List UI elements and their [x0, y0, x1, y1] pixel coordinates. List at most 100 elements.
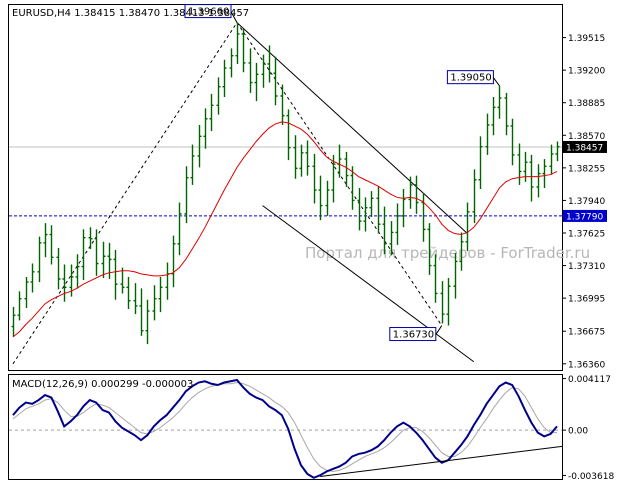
price-bar	[536, 164, 541, 198]
y-axis-label: 1.36675	[568, 328, 605, 338]
price-bar	[312, 153, 317, 204]
price-bar	[357, 188, 362, 231]
price-bar	[197, 124, 202, 168]
price-bar	[75, 254, 80, 289]
price-bar	[229, 48, 234, 78]
price-bar	[184, 166, 189, 224]
price-annotation-leader	[230, 11, 238, 23]
macd-axis-label: 0.00	[568, 427, 588, 437]
price-bar	[209, 93, 214, 132]
price-bar	[446, 277, 451, 326]
price-bar	[30, 263, 35, 293]
price-bar	[465, 202, 470, 252]
price-bar	[427, 223, 432, 275]
price-annotation-label: 1.39050	[450, 73, 491, 84]
main-chart-frame	[8, 4, 563, 371]
price-bar	[94, 229, 99, 276]
moving-average-line	[12, 121, 558, 338]
price-bar	[171, 235, 176, 288]
price-bar	[177, 202, 182, 256]
price-bar	[555, 141, 560, 162]
price-bar	[350, 166, 355, 210]
price-bar	[440, 281, 445, 324]
price-bar	[11, 306, 16, 337]
y-axis-label: 1.36995	[568, 295, 605, 305]
macd-main-line	[12, 378, 558, 479]
support-level-label: 1.37790	[566, 212, 603, 222]
price-bar	[286, 109, 291, 161]
price-bar	[113, 250, 118, 300]
price-annotation-label: 1.36730	[393, 330, 434, 341]
price-bar	[190, 144, 195, 185]
price-bar	[248, 48, 253, 93]
price-bar	[363, 197, 368, 232]
price-bar	[126, 276, 131, 309]
price-bar	[478, 136, 483, 190]
price-bar	[43, 223, 48, 258]
price-bar	[318, 175, 323, 221]
price-bar	[344, 151, 349, 187]
price-bar	[139, 288, 144, 336]
macd-axis-label: 0.004117	[568, 375, 611, 385]
price-bar	[510, 118, 515, 166]
y-axis-label: 1.39515	[568, 34, 605, 44]
price-bar	[49, 225, 54, 265]
price-annotation-leader	[492, 77, 500, 86]
price-annotation-box	[446, 70, 494, 85]
macd-signal-line	[12, 382, 557, 472]
support-level-tag	[563, 209, 607, 222]
price-bar	[241, 28, 246, 73]
price-bar	[203, 108, 208, 149]
price-bar	[37, 236, 42, 283]
y-axis-label: 1.37940	[568, 197, 605, 207]
y-axis-label: 1.38570	[568, 132, 605, 142]
price-bar	[459, 232, 464, 271]
price-bar	[280, 84, 285, 125]
price-bar	[401, 189, 406, 228]
price-bar	[17, 291, 22, 321]
price-bar	[395, 203, 400, 245]
price-bar	[120, 267, 125, 294]
price-bar	[222, 59, 227, 98]
price-bar	[133, 283, 138, 315]
price-bar	[389, 221, 394, 256]
price-bar	[433, 254, 438, 303]
price-bar	[152, 285, 157, 321]
price-bar	[529, 154, 534, 202]
macd-trend-line	[320, 445, 563, 477]
macd-title: MACD(12,26,9) 0.000299 -0.000003	[12, 379, 193, 390]
price-bar	[549, 144, 554, 175]
y-axis-label: 1.37310	[568, 262, 605, 272]
price-bar	[485, 113, 490, 155]
macd-axis-label: -0.003618	[568, 472, 614, 482]
price-bar	[216, 77, 221, 115]
price-bar	[88, 227, 93, 250]
chart-symbol-header: EURUSD,H4 1.38415 1.38470 1.38413 1.3845…	[12, 8, 249, 19]
price-bar	[325, 180, 330, 216]
price-bar	[24, 276, 29, 308]
trend-line-4	[262, 205, 475, 363]
price-bar	[382, 206, 387, 255]
price-bar	[158, 276, 163, 313]
price-annotation-box	[184, 4, 232, 19]
price-bar	[56, 247, 61, 290]
price-bar	[62, 264, 67, 302]
price-bar	[267, 45, 272, 83]
price-bar	[305, 140, 310, 176]
price-bar	[504, 92, 509, 136]
price-bar	[145, 299, 150, 345]
price-bar	[235, 22, 240, 64]
price-bar	[408, 176, 413, 209]
y-axis-label: 1.38885	[568, 99, 605, 109]
price-bar	[376, 185, 381, 234]
watermark-text: Портал для трейдеров - ForTrader.ru	[305, 244, 590, 262]
price-bar	[293, 135, 298, 179]
price-bar	[261, 54, 266, 88]
y-axis-label: 1.39200	[568, 67, 605, 77]
price-bar	[254, 62, 259, 102]
price-bar	[331, 154, 336, 203]
trend-line-1	[12, 22, 238, 365]
macd-panel-frame	[8, 374, 563, 480]
